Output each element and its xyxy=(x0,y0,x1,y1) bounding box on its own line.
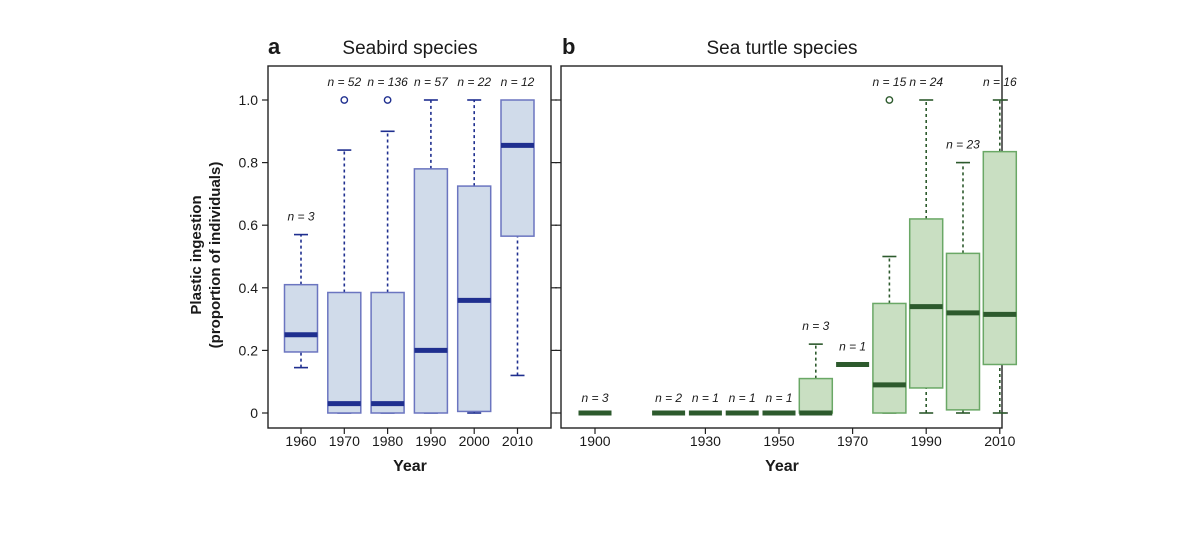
x-tick-label: 2010 xyxy=(502,433,533,449)
x-tick-label: 1950 xyxy=(763,433,794,449)
box xyxy=(413,168,449,414)
box xyxy=(500,99,535,237)
x-tick-label: 1990 xyxy=(911,433,942,449)
y-tick-label: 0 xyxy=(250,405,258,421)
panel-a-x-axis-label: Year xyxy=(393,458,427,475)
sample-size-label: n = 24 xyxy=(909,75,943,89)
sample-size-label: n = 3 xyxy=(802,319,829,333)
x-tick-label: 1930 xyxy=(690,433,721,449)
sample-size-label: n = 1 xyxy=(765,391,792,405)
sample-size-label: n = 52 xyxy=(327,75,361,89)
panel-a-letter: a xyxy=(268,34,281,59)
x-tick-label: 1900 xyxy=(579,433,610,449)
sample-size-label: n = 57 xyxy=(414,75,449,89)
box xyxy=(798,377,834,414)
panel-b-plot: 1900 1930 1950 1970 1990 2010 n = 3 n = 2 n = 1 n… xyxy=(555,75,1018,449)
panel-b-letter: b xyxy=(562,34,575,59)
outlier-point xyxy=(340,96,349,104)
sample-size-label: n = 15 xyxy=(873,75,907,89)
y-tick-label: 0.2 xyxy=(239,342,259,358)
y-tick-label: 1.0 xyxy=(239,92,259,108)
sample-size-label: n = 22 xyxy=(457,75,491,89)
y-axis-label-line2: (proportion of individuals) xyxy=(207,162,224,349)
sample-size-label: n = 12 xyxy=(501,75,535,89)
box xyxy=(370,291,405,414)
outlier-point xyxy=(885,96,894,104)
panel-b-x-axis-label: Year xyxy=(765,458,799,475)
y-tick-label: 0.6 xyxy=(239,217,259,233)
x-tick-label: 2000 xyxy=(459,433,490,449)
y-tick-label: 0.4 xyxy=(239,280,259,296)
x-tick-label: 2010 xyxy=(984,433,1015,449)
sample-size-label: n = 2 xyxy=(655,391,682,405)
sample-size-label: n = 23 xyxy=(946,138,980,152)
x-tick-label: 1990 xyxy=(415,433,446,449)
sample-size-label: n = 1 xyxy=(692,391,719,405)
sample-size-label: n = 3 xyxy=(581,391,608,405)
x-tick-label: 1960 xyxy=(285,433,316,449)
x-tick-label: 1970 xyxy=(837,433,868,449)
x-tick-label: 1970 xyxy=(329,433,360,449)
outlier-point xyxy=(383,96,392,104)
panel-b-title: Sea turtle species xyxy=(706,38,857,59)
box xyxy=(945,252,981,411)
y-tick-label: 0.8 xyxy=(239,155,259,171)
panel-a-plot: 0 0.2 0.4 0.6 0.8 1.0 1960 1970 1980 1990 2000 2010… xyxy=(239,75,557,449)
panel-a-frame xyxy=(267,65,552,429)
sample-size-label: n = 1 xyxy=(839,339,866,353)
sample-size-label: n = 16 xyxy=(983,75,1017,89)
sample-size-label: n = 3 xyxy=(287,210,314,224)
box xyxy=(872,302,907,414)
sample-size-label: n = 136 xyxy=(367,75,408,89)
box xyxy=(283,283,319,353)
sample-size-label: n = 1 xyxy=(729,391,756,405)
x-tick-label: 1980 xyxy=(372,433,403,449)
box xyxy=(327,291,362,414)
box xyxy=(908,218,944,389)
panel-a-title: Seabird species xyxy=(342,38,477,59)
box xyxy=(982,150,1018,366)
y-axis-label: Plastic ingestion xyxy=(188,195,205,314)
